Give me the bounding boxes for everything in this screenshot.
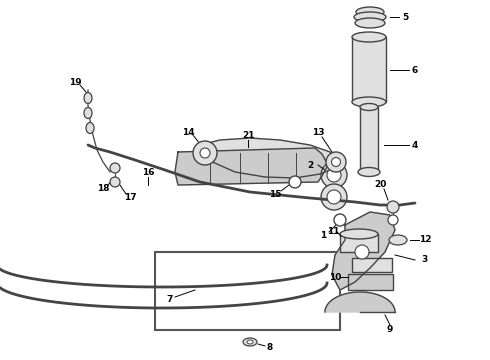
Text: 1: 1	[320, 230, 326, 239]
Ellipse shape	[84, 93, 92, 104]
Ellipse shape	[327, 168, 341, 182]
Ellipse shape	[354, 12, 386, 22]
Text: 8: 8	[267, 343, 273, 352]
Text: 2: 2	[307, 161, 313, 170]
Ellipse shape	[389, 235, 407, 245]
Ellipse shape	[355, 18, 385, 28]
Text: 9: 9	[387, 325, 393, 334]
Ellipse shape	[289, 176, 301, 188]
Ellipse shape	[84, 108, 92, 118]
Text: 12: 12	[419, 235, 431, 244]
Ellipse shape	[110, 177, 120, 187]
Text: 19: 19	[69, 77, 81, 86]
Ellipse shape	[200, 148, 210, 158]
Text: 10: 10	[329, 273, 341, 282]
Polygon shape	[175, 148, 328, 185]
Text: 13: 13	[312, 127, 324, 136]
Ellipse shape	[247, 340, 253, 344]
Ellipse shape	[326, 152, 346, 172]
Ellipse shape	[352, 97, 386, 107]
Ellipse shape	[332, 158, 341, 166]
Ellipse shape	[321, 162, 347, 188]
Bar	[352, 258, 392, 272]
Ellipse shape	[110, 163, 120, 173]
Ellipse shape	[388, 215, 398, 225]
Bar	[352, 37, 386, 102]
Text: 11: 11	[327, 228, 339, 237]
Text: 16: 16	[142, 167, 154, 176]
Ellipse shape	[356, 7, 384, 17]
Text: 5: 5	[402, 13, 408, 22]
Bar	[155, 252, 340, 330]
Ellipse shape	[86, 122, 94, 134]
Text: 20: 20	[374, 180, 386, 189]
Bar	[360, 107, 378, 172]
Ellipse shape	[340, 229, 378, 239]
Polygon shape	[325, 292, 395, 312]
Text: 7: 7	[167, 296, 173, 305]
Text: 14: 14	[182, 127, 195, 136]
Ellipse shape	[352, 32, 386, 42]
Ellipse shape	[327, 190, 341, 204]
Ellipse shape	[360, 104, 378, 111]
Ellipse shape	[334, 214, 346, 226]
Ellipse shape	[243, 338, 257, 346]
Text: 17: 17	[123, 193, 136, 202]
Bar	[348, 274, 393, 290]
Text: 15: 15	[269, 189, 281, 198]
Bar	[340, 234, 378, 252]
Text: 4: 4	[412, 140, 418, 149]
Ellipse shape	[355, 245, 369, 259]
Ellipse shape	[387, 201, 399, 213]
Ellipse shape	[193, 141, 217, 165]
Ellipse shape	[358, 167, 380, 176]
Text: 6: 6	[412, 66, 418, 75]
Text: 3: 3	[422, 256, 428, 265]
Ellipse shape	[321, 184, 347, 210]
Text: 21: 21	[242, 131, 254, 140]
Polygon shape	[200, 138, 338, 178]
Text: 18: 18	[97, 184, 109, 193]
Polygon shape	[332, 212, 395, 290]
